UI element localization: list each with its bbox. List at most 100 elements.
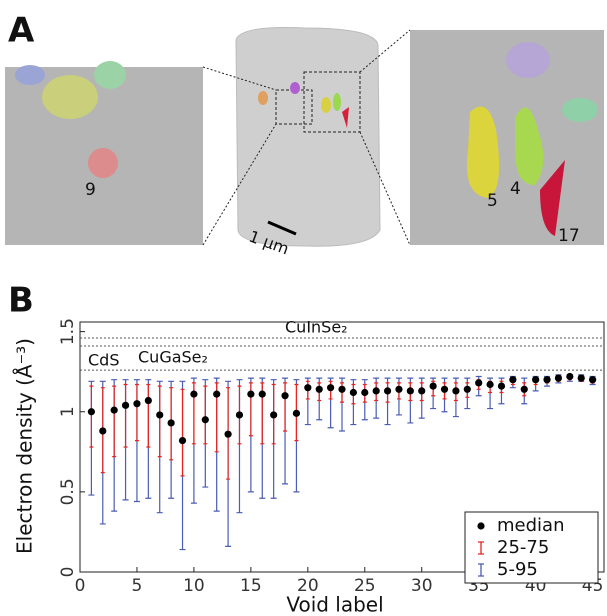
plot-frame	[79, 321, 605, 573]
median-point	[224, 430, 232, 438]
error-bar	[203, 385, 208, 445]
median-point	[258, 390, 266, 398]
y-tick-label: 0.5	[58, 478, 78, 505]
median-point	[543, 376, 551, 384]
legend-marker	[478, 541, 484, 555]
legend-box	[464, 511, 599, 584]
y-tick-label: 1	[58, 406, 78, 417]
median-point	[99, 427, 107, 435]
blob	[290, 82, 300, 94]
median-point	[497, 382, 506, 390]
median-point	[566, 372, 574, 381]
scale-bar	[267, 220, 297, 236]
zoom-line	[202, 123, 277, 246]
median-point	[589, 376, 597, 384]
median-point	[110, 406, 118, 414]
median-point	[406, 387, 414, 395]
median-point	[201, 416, 209, 424]
median-point	[190, 390, 198, 398]
blob	[342, 107, 349, 128]
x-axis-label: Void label	[286, 593, 383, 616]
blob	[42, 75, 98, 119]
void-label: 5	[487, 191, 498, 211]
median-point	[213, 390, 221, 398]
median-point	[440, 385, 449, 393]
blob	[562, 98, 598, 122]
median-point	[463, 385, 471, 393]
median-point	[520, 385, 528, 393]
zoom-line	[202, 66, 277, 91]
x-tick-label: 25	[354, 576, 376, 596]
x-tick-label: 10	[183, 576, 205, 596]
void-label: 9	[85, 180, 96, 200]
zoom-line	[359, 29, 411, 73]
legend-marker	[477, 522, 485, 530]
median-point	[167, 419, 175, 427]
zoom-line	[359, 131, 411, 246]
median-point	[361, 388, 369, 397]
blob	[94, 61, 126, 89]
median-point	[577, 374, 585, 382]
error-bar	[89, 385, 94, 448]
blob	[506, 42, 550, 78]
error-bar	[283, 382, 288, 432]
median-point	[429, 382, 437, 390]
reference-label: CuInSe₂	[285, 318, 348, 337]
void-label: 17	[558, 226, 580, 246]
median-point	[509, 376, 517, 384]
median-point	[315, 385, 323, 393]
error-bar	[180, 388, 185, 477]
zoom-box	[303, 71, 361, 133]
median-point	[349, 388, 357, 397]
median-point	[87, 408, 95, 416]
error-bar	[123, 383, 128, 448]
median-point	[554, 374, 563, 382]
median-point	[372, 387, 380, 395]
median-point	[338, 385, 346, 393]
median-point	[452, 387, 460, 395]
error-bar	[146, 383, 151, 448]
y-tick-label: 1.5	[58, 318, 78, 345]
error-bar	[112, 385, 117, 458]
blob	[466, 106, 500, 198]
legend-marker	[478, 563, 484, 577]
panel-label: A	[8, 11, 35, 51]
median-point	[270, 411, 278, 419]
y-axis-label: Electron density (Å⁻³)	[13, 338, 37, 554]
blob	[88, 148, 118, 178]
void-label: 4	[510, 179, 521, 199]
right-inset	[410, 30, 604, 245]
x-tick-label: 0	[75, 576, 86, 596]
blob	[333, 93, 341, 111]
median-point	[144, 396, 152, 405]
median-point	[395, 385, 403, 393]
median-point	[532, 376, 540, 384]
legend-label: 25-75	[497, 537, 549, 558]
median-point	[133, 400, 141, 408]
x-tick-label: 30	[411, 576, 433, 596]
median-point	[235, 411, 244, 419]
median-point	[178, 436, 187, 445]
blob	[321, 97, 331, 113]
blob	[540, 160, 565, 236]
median-point	[383, 387, 392, 395]
median-point	[304, 384, 312, 392]
error-bar	[157, 385, 162, 458]
x-tick-label: 20	[297, 576, 319, 596]
median-point	[121, 401, 130, 409]
blob	[258, 91, 268, 105]
median-point	[327, 384, 335, 392]
median-point	[486, 380, 494, 389]
median-point	[475, 379, 483, 387]
blob	[515, 107, 544, 185]
panel-a: A 9 1 µm 5 4 17	[5, 11, 604, 258]
sample-volume	[235, 27, 381, 247]
x-tick-label: 15	[240, 576, 262, 596]
error-bar	[134, 383, 139, 442]
median-point	[418, 387, 426, 395]
blob	[15, 65, 45, 85]
x-tick-label: 5	[132, 576, 143, 596]
legend-label: median	[497, 515, 564, 536]
reference-label: CuGaSe₂	[138, 348, 208, 367]
